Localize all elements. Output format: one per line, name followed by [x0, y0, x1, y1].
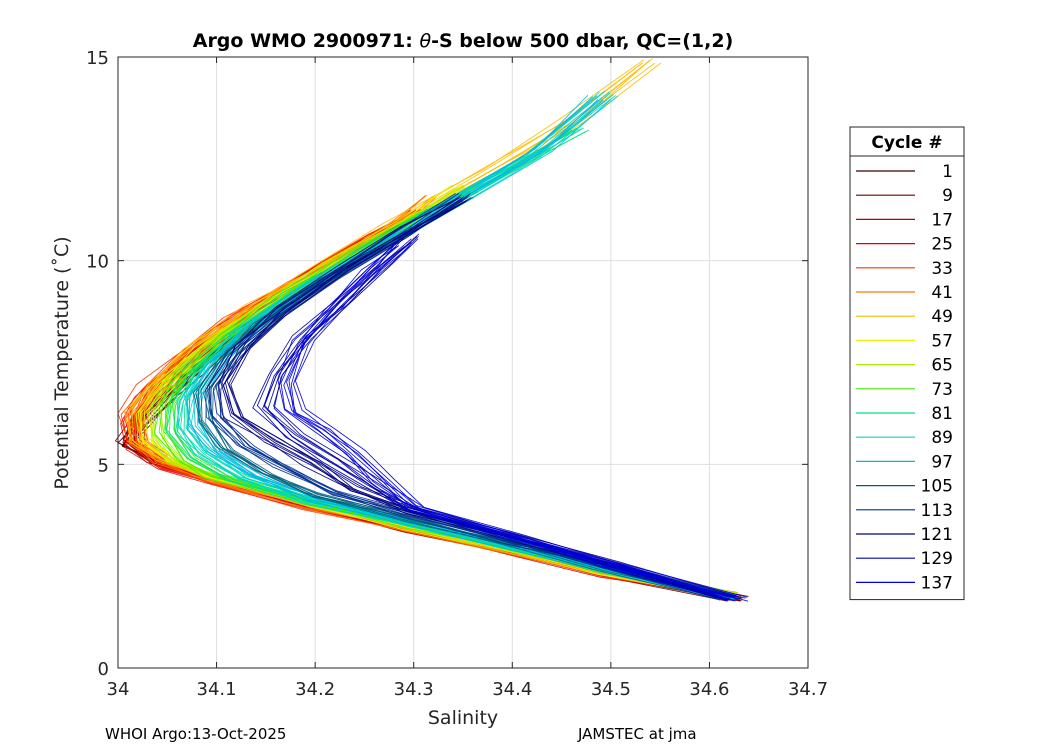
- legend-entry-label: 137: [921, 573, 953, 593]
- y-tick-label: 5: [98, 455, 109, 476]
- series-121: [218, 196, 740, 601]
- x-tick-label: 34.5: [591, 679, 631, 700]
- y-tick-label: 15: [86, 48, 109, 69]
- legend-entry-label: 57: [931, 331, 953, 351]
- legend-entry-label: 41: [931, 283, 953, 303]
- series-line: [263, 235, 728, 602]
- series-line: [277, 246, 728, 597]
- series-line: [273, 238, 741, 601]
- series-lines: [114, 58, 749, 602]
- series-line: [292, 242, 748, 598]
- legend-entry-label: 113: [921, 501, 953, 521]
- x-tick-label: 34.1: [197, 679, 237, 700]
- legend-entry-label: 121: [921, 525, 953, 545]
- series-137: [277, 241, 749, 602]
- series-line: [219, 197, 719, 597]
- x-tick-label: 34.4: [492, 679, 532, 700]
- y-tick-label: 10: [86, 252, 109, 273]
- x-tick-label: 34.6: [689, 679, 729, 700]
- footer-right-credit: JAMSTEC at jma: [578, 725, 697, 743]
- legend-box: [849, 126, 965, 601]
- plot-frame: [117, 56, 809, 669]
- series-line: [280, 243, 735, 602]
- legend-title: Cycle #: [871, 133, 942, 153]
- plot-area: [118, 57, 808, 668]
- series-line: [294, 245, 749, 602]
- legend: Cycle #1 9 17 25 33 41 49 57 65 73 81 89 97 105 113 121…: [849, 126, 965, 601]
- legend-entry-label: 9: [942, 186, 953, 206]
- y-tick-label: 0: [98, 659, 109, 680]
- series-line: [150, 186, 719, 594]
- x-axis-label: Salinity: [428, 707, 498, 729]
- title-prefix: Argo WMO 2900971:: [193, 30, 420, 52]
- grid: [118, 57, 808, 668]
- title-suffix: -S below 500 dbar, QC=(1,2): [431, 30, 733, 52]
- legend-entry-label: 49: [931, 307, 953, 327]
- axes: 34 34.1 34.2 34.3 34.4 34.5 34.6 34.7 0 5 10 15: [86, 48, 828, 700]
- legend-entry-label: 89: [931, 428, 953, 448]
- legend-entry-label: 33: [931, 259, 953, 279]
- legend-entry-label: 105: [921, 477, 953, 497]
- x-tick-label: 34: [107, 679, 130, 700]
- legend-entry-label: 17: [931, 210, 953, 230]
- legend-entry-label: 129: [921, 549, 953, 569]
- title-theta: θ: [419, 30, 431, 52]
- series-line: [283, 241, 738, 600]
- legend-entry-label: 65: [931, 356, 953, 376]
- chart-title: Argo WMO 2900971: θ-S below 500 dbar, QC…: [193, 30, 734, 52]
- series-line: [288, 246, 736, 602]
- legend-entry-label: 1: [942, 162, 953, 182]
- legend-entry-label: 25: [931, 235, 953, 255]
- x-tick-label: 34.3: [394, 679, 434, 700]
- series-line: [221, 196, 726, 601]
- series-line: [195, 198, 722, 599]
- x-tick-label: 34.7: [788, 679, 828, 700]
- x-tick-label: 34.2: [295, 679, 335, 700]
- legend-entry-label: 97: [931, 452, 953, 472]
- legend-entry-label: 81: [931, 404, 953, 424]
- footer-left-credit: WHOI Argo:13-Oct-2025: [105, 725, 287, 743]
- y-axis-label: Potential Temperature (˚C): [51, 236, 73, 489]
- legend-entry-label: 73: [931, 380, 953, 400]
